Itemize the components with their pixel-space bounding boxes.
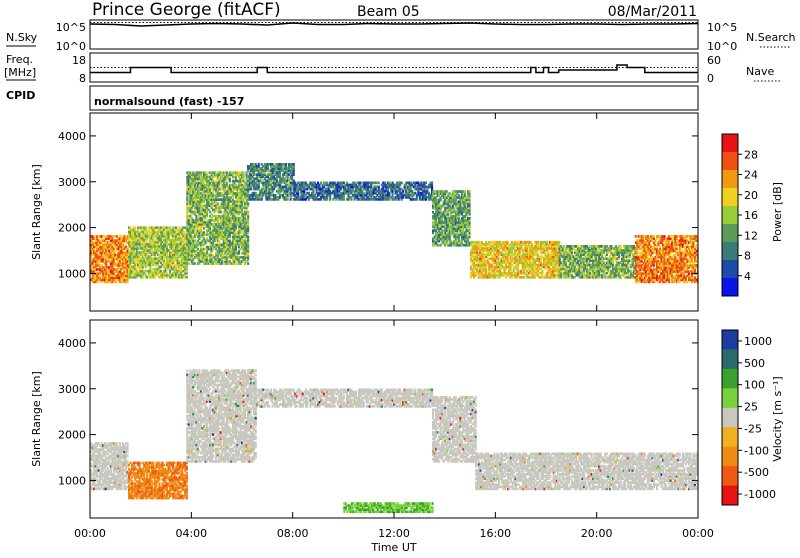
power-cells-region-2-cell (194, 262, 196, 265)
freq-right-tick-bottom: 0 (707, 72, 714, 85)
power-cells-region-2-cell (217, 202, 219, 205)
power-cells-region-2-cell (243, 171, 245, 174)
power-cells-region-6-cell (541, 270, 543, 273)
nave-label: Nave (746, 65, 774, 78)
power-cells-region-4-cell (360, 182, 362, 185)
freq-left-tick-top: 18 (72, 54, 86, 67)
power-cells-region-0-cell (127, 248, 129, 251)
power-cells-region-5-cell (464, 190, 466, 193)
power-cells-region-5-cell (469, 217, 471, 220)
noise-right-tick-bottom: 10^0 (707, 40, 737, 53)
power-cells-region-1-cell (186, 276, 188, 279)
power-cells-region-6-cell (507, 241, 509, 244)
power-cells-region-5-cell (469, 190, 471, 193)
freq-left-tick-bottom: 8 (79, 72, 86, 85)
power-cells-region-4-cell (378, 182, 380, 185)
power-heatmap-cells (90, 163, 699, 283)
power-cells-region-2-cell (246, 171, 248, 174)
power-cells-region-1-cell (134, 226, 136, 229)
power-cells-region-6-cell (531, 243, 533, 246)
station-title: Prince George (fitACF) (92, 0, 281, 20)
beam-title: Beam 05 (357, 4, 420, 20)
power-cells-region-2-cell (247, 211, 249, 214)
power-cells-region-4-cell (401, 182, 403, 185)
noise-left-tick-top: 10^5 (56, 21, 86, 34)
power-cells-region-4-cell (425, 182, 427, 185)
power-cells-region-2-cell (188, 262, 190, 265)
freq-right-tick-top: 60 (707, 54, 721, 67)
power-cells-region-4-cell (378, 186, 380, 189)
power-cells-region-2-cell (220, 211, 222, 214)
noise-right-label: N.Search (746, 31, 796, 44)
freq-left-label: Freq. (6, 53, 33, 66)
cpid-value: normalsound (fast) -157 (94, 95, 244, 108)
power-cells-region-4-cell (431, 182, 433, 185)
power-cells-region-1-cell (145, 226, 147, 229)
power-cells-region-3-cell (285, 163, 287, 166)
power-cells-region-2-cell (247, 235, 249, 238)
noise-left-tick-bottom: 10^0 (56, 40, 86, 53)
date-title: 08/Mar/2011 (608, 4, 697, 20)
freq-series-line (90, 65, 698, 73)
power-cells-region-2-cell (195, 215, 197, 218)
noise-left-label: N.Sky (6, 31, 38, 44)
noise-right-tick-top: 10^5 (707, 21, 737, 34)
noise-sky-series-line (90, 23, 698, 26)
power-cells-region-3-cell (293, 163, 295, 166)
power-cells-region-2-cell (247, 202, 249, 205)
cpid-label: CPID (6, 89, 35, 102)
power-cells-region-2-cell (226, 182, 228, 185)
power-cells-region-2-cell (229, 178, 231, 181)
power-cells-region-3-cell (258, 163, 260, 166)
power-cells-region-2-cell (247, 262, 249, 265)
freq-left-unit: [MHz] (4, 66, 36, 79)
